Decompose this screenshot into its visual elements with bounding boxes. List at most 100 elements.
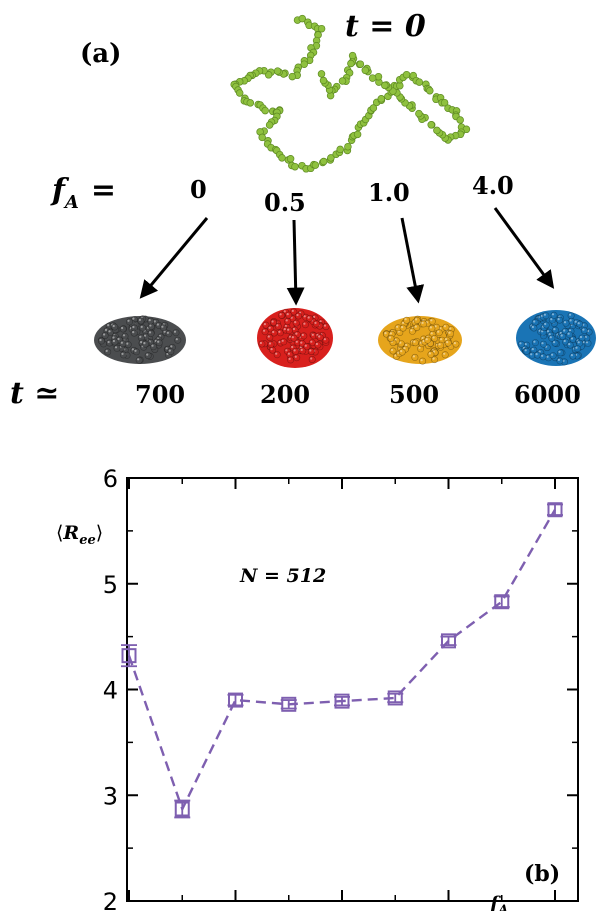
globule-bead-highlight — [420, 359, 423, 362]
chain-bead — [368, 74, 377, 82]
globule-bead-highlight — [384, 332, 387, 335]
globule-bead — [258, 340, 266, 348]
chain-bead — [336, 145, 344, 154]
globule-bead-highlight — [153, 320, 156, 323]
globule-bead-highlight — [438, 343, 441, 346]
fa-value-0: 0 — [190, 175, 207, 204]
globule-bead-highlight — [285, 319, 288, 322]
globule-bead — [322, 336, 330, 344]
fa-label-eq: = — [91, 173, 116, 208]
globule-bead-highlight — [286, 313, 289, 316]
globule-bead-highlight — [582, 328, 585, 331]
globule-bead-highlight — [413, 340, 416, 343]
globule-bead-highlight — [570, 337, 574, 340]
globule-bead-highlight — [434, 325, 437, 328]
x-tick-label: 4 — [547, 908, 562, 911]
globule-bead-highlight — [421, 321, 424, 324]
globule-bead-highlight — [535, 353, 538, 356]
globule-bead-highlight — [163, 330, 166, 333]
globule-bead-highlight — [131, 348, 134, 351]
globule-bead-highlight — [148, 331, 152, 334]
globule-bead-highlight — [283, 310, 286, 313]
data-point — [174, 801, 190, 817]
globule-bead-highlight — [307, 316, 310, 319]
globule-bead-highlight — [304, 344, 307, 347]
globule-bead-highlight — [121, 326, 124, 330]
t-value-6000: 6000 — [514, 380, 581, 409]
globule-bead-highlight — [446, 341, 449, 344]
globule-bead-highlight — [99, 338, 102, 342]
globule-bead — [573, 345, 581, 353]
chain-bead — [273, 67, 282, 75]
globule-0 — [94, 315, 186, 364]
globule-bead — [274, 322, 282, 330]
globule-bead-highlight — [418, 346, 421, 349]
globule-bead-highlight — [422, 339, 425, 343]
panel-b-chart: 0 1 2 3 4 2 3 4 5 6 ⟨Ree⟩ N = 512 (b) fA — [56, 465, 579, 911]
globule-bead — [408, 327, 416, 335]
globule-bead-highlight — [402, 321, 405, 324]
globule-bead — [165, 330, 173, 338]
globule-bead-highlight — [551, 353, 554, 356]
globule-bead-highlight — [432, 357, 435, 360]
globule-bead — [155, 339, 163, 347]
x-tick-label: 3 — [441, 908, 456, 911]
globule-bead — [551, 326, 559, 334]
globule-bead-highlight — [301, 333, 304, 336]
globule-bead-highlight — [278, 340, 281, 344]
globule-bead-highlight — [140, 341, 143, 344]
arrow-1.0 — [400, 217, 425, 304]
globule-bead-highlight — [313, 315, 316, 318]
globule-bead-highlight — [415, 318, 418, 321]
globule-bead — [539, 353, 547, 361]
globule-bead — [267, 340, 275, 348]
y-tick-label: 6 — [103, 465, 118, 493]
globule-bead-highlight — [575, 346, 578, 349]
arrow-0.5 — [286, 219, 305, 306]
x-tick-label: 1 — [228, 908, 243, 911]
globule-bead-highlight — [157, 340, 160, 343]
globule-bead-highlight — [140, 325, 143, 328]
globule-bead — [262, 321, 270, 329]
globule-bead-highlight — [400, 350, 403, 353]
globule-bead-highlight — [414, 325, 417, 328]
globule-bead — [301, 321, 309, 329]
globule-bead — [411, 339, 419, 347]
globule-bead-highlight — [165, 347, 168, 350]
globule-bead-highlight — [107, 340, 110, 344]
globule-bead-highlight — [295, 340, 298, 343]
globule-bead-highlight — [401, 326, 404, 329]
globule-bead-highlight — [295, 332, 298, 335]
globule-bead-highlight — [149, 324, 152, 327]
globule-bead-highlight — [156, 323, 159, 326]
data-point — [441, 633, 456, 649]
panel-a-illustration: (a) t = 0 fA = 0 0.5 1.0 4.0 t ≃ 700 200 … — [10, 9, 596, 411]
globule-bead-highlight — [315, 342, 318, 346]
globule-bead-highlight — [291, 336, 294, 339]
globule-bead — [542, 312, 550, 320]
globule-bead — [174, 336, 182, 344]
globule-bead-highlight — [151, 344, 154, 347]
globule-bead — [139, 324, 147, 332]
chain-bead — [265, 121, 274, 129]
globule-bead-highlight — [311, 333, 314, 336]
globule-bead-highlight — [309, 349, 312, 352]
globule-bead-highlight — [143, 342, 146, 345]
globule-bead-highlight — [132, 325, 135, 329]
globule-bead — [542, 321, 550, 329]
y-tick-label: 4 — [103, 677, 118, 705]
t-value-200: 200 — [260, 380, 310, 409]
t-value-500: 500 — [389, 380, 439, 409]
globule-bead-highlight — [437, 330, 440, 333]
globule-bead-highlight — [582, 341, 585, 344]
globule-bead-highlight — [551, 313, 555, 316]
t-value-700: 700 — [135, 380, 185, 409]
chain-bead — [338, 77, 347, 85]
data-point — [387, 690, 403, 706]
chain-bead — [347, 59, 355, 68]
chain-bead — [319, 76, 328, 85]
chain-bead — [286, 155, 295, 163]
globule-bead-highlight — [546, 355, 549, 358]
globule-bead-highlight — [568, 329, 572, 332]
globule-bead — [576, 320, 584, 328]
